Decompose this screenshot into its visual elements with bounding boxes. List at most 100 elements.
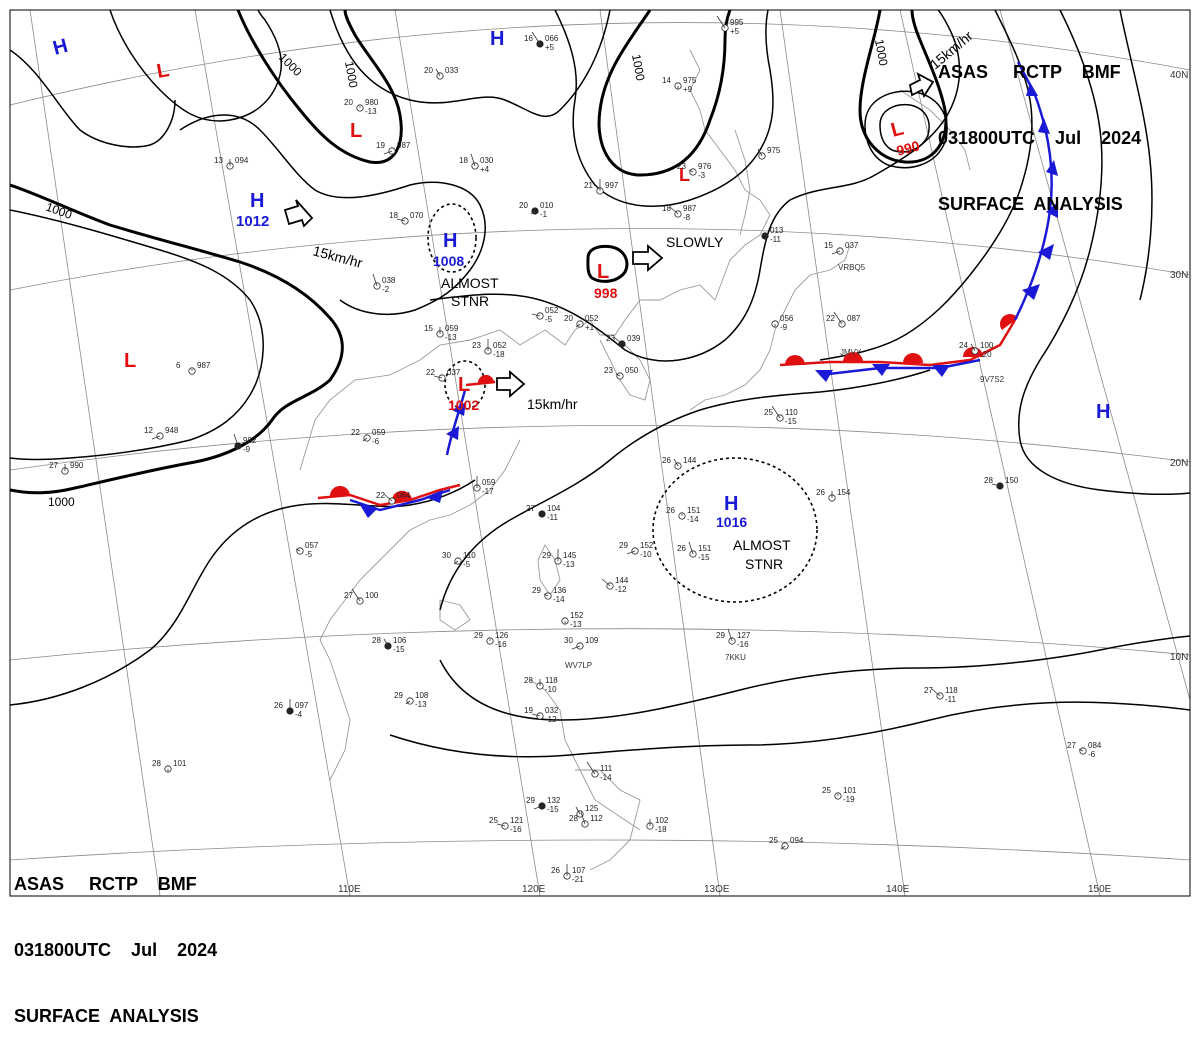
station-tendency: -12 (545, 715, 557, 724)
station-pressure: 987 (197, 361, 211, 370)
station-pressure: 112 (590, 814, 603, 823)
station-tendency: +9 (683, 85, 693, 94)
station-pressure: 064 (397, 491, 411, 500)
station-temp: 14 (662, 76, 671, 85)
wind-staff (496, 823, 506, 827)
station-temp: 6 (176, 361, 181, 370)
station-pressure: 052 (545, 306, 559, 315)
station-tendency: -14 (553, 595, 565, 604)
station-plot: 27 104-11 (526, 504, 561, 522)
header-agency-line: ASAS RCTP BMF (14, 874, 197, 894)
station-plot: 15 037 (824, 241, 859, 255)
station-plot: 29 132-15 (526, 796, 561, 814)
station-plot: 12 948 (144, 426, 179, 440)
station-temp: 26 (677, 544, 686, 553)
station-pressure: 038 (382, 276, 396, 285)
station-plot: 19 032-12 (524, 706, 559, 724)
cold-front-triangle (1022, 284, 1040, 300)
wind-staff (151, 435, 161, 440)
station-temp: 19 (524, 706, 533, 715)
isobar-1000-low-998 (586, 244, 629, 283)
station-temp: 29 (716, 631, 725, 640)
low-center-trough: L (350, 120, 362, 142)
station-plot: 18 987-8 (662, 204, 697, 222)
isobar-outer-1004-b (554, 10, 774, 207)
station-pressure: 039 (627, 334, 641, 343)
station-tendency: -4 (295, 710, 303, 719)
wind-staff (586, 761, 596, 775)
station-plot: 13 094 (214, 156, 249, 170)
warm-front-bump (391, 490, 412, 503)
wind-staff (580, 811, 586, 825)
isobar-outer-1008-south (439, 369, 931, 611)
station-plot: 144-12 (601, 576, 629, 594)
station-plot: 28 150 (984, 476, 1019, 490)
ship-id-label: 7KKU (725, 653, 746, 662)
station-tendency: -1 (540, 210, 548, 219)
station-plot: 6 987 (176, 361, 211, 375)
low-center-990: L (889, 117, 906, 141)
isobar-label: 1000 (872, 38, 890, 67)
isobar-label: 1000 (629, 53, 647, 82)
coast-philippines-2 (575, 769, 641, 871)
station-tendency: -12 (615, 585, 627, 594)
low-center-nw: L (155, 59, 171, 83)
wind-staff (372, 273, 378, 287)
warm-front-bump (785, 355, 805, 365)
station-plot: 27 084-6 (1067, 741, 1102, 759)
wind-staff (613, 336, 623, 345)
low-value-990: 990 (895, 137, 922, 159)
station-pressure: 145 (563, 551, 577, 560)
station-pressure: 118 (945, 686, 958, 695)
lat-line-10n (10, 628, 1190, 661)
station-temp: 26 (662, 456, 671, 465)
high-center-1012: H (250, 190, 264, 212)
header-title-line: SURFACE ANALYSIS (14, 1006, 199, 1026)
station-tendency: +5 (730, 27, 740, 36)
station-tendency: -20 (980, 350, 992, 359)
station-plot: 30 110-5 (442, 551, 476, 569)
cold-front-triangle (815, 370, 833, 382)
station-pressure: 037 (447, 368, 461, 377)
station-plot: 22 059-6 (351, 428, 386, 446)
station-pressure: 995 (730, 18, 744, 27)
station-pressure: 100 (980, 341, 994, 350)
station-temp: 29 (526, 796, 535, 805)
station-temp: 12 (144, 426, 153, 435)
station-plot: 25 094 (769, 836, 804, 850)
station-plot: 23 976-3 (677, 162, 712, 180)
cold-front-triangle (1046, 160, 1058, 176)
station-plot: 982-9 (233, 433, 257, 454)
stationary-front-east-line-blue (819, 358, 981, 377)
cold-front-triangle (872, 364, 890, 376)
wind-staff (601, 578, 611, 587)
header-title-line: SURFACE ANALYSIS (938, 194, 1123, 214)
station-pressure: 107 (572, 866, 586, 875)
wind-staff (383, 150, 393, 155)
station-tendency: +1 (585, 323, 595, 332)
station-tendency: -16 (495, 640, 507, 649)
station-plot: 20 033 (424, 66, 459, 80)
isobar-outer-coast (329, 10, 611, 118)
station-tendency: -15 (393, 645, 405, 654)
wind-staff (831, 250, 841, 255)
station-plot: 23 039 (606, 334, 641, 348)
station-tendency: -15 (785, 417, 797, 426)
station-pressure: 057 (305, 541, 319, 550)
stationary-front-east-line-red (779, 319, 1017, 367)
station-temp: 25 (822, 786, 831, 795)
station-temp: 29 (474, 631, 483, 640)
station-plot: 14 975+9 (662, 76, 697, 94)
wind-staff (543, 593, 549, 597)
station-pressure: 101 (173, 759, 187, 768)
isobar-outer-mid (179, 114, 486, 316)
coast-hainan (439, 599, 471, 631)
station-pressure: 997 (605, 181, 619, 190)
wind-staff (575, 806, 581, 815)
lat-line-20n (10, 425, 1190, 471)
lat-line-40n (10, 22, 1190, 106)
wind-staff (362, 437, 368, 442)
almost-stnr-label-c: ALMOST (733, 537, 791, 553)
station-tendency: -19 (843, 795, 855, 804)
